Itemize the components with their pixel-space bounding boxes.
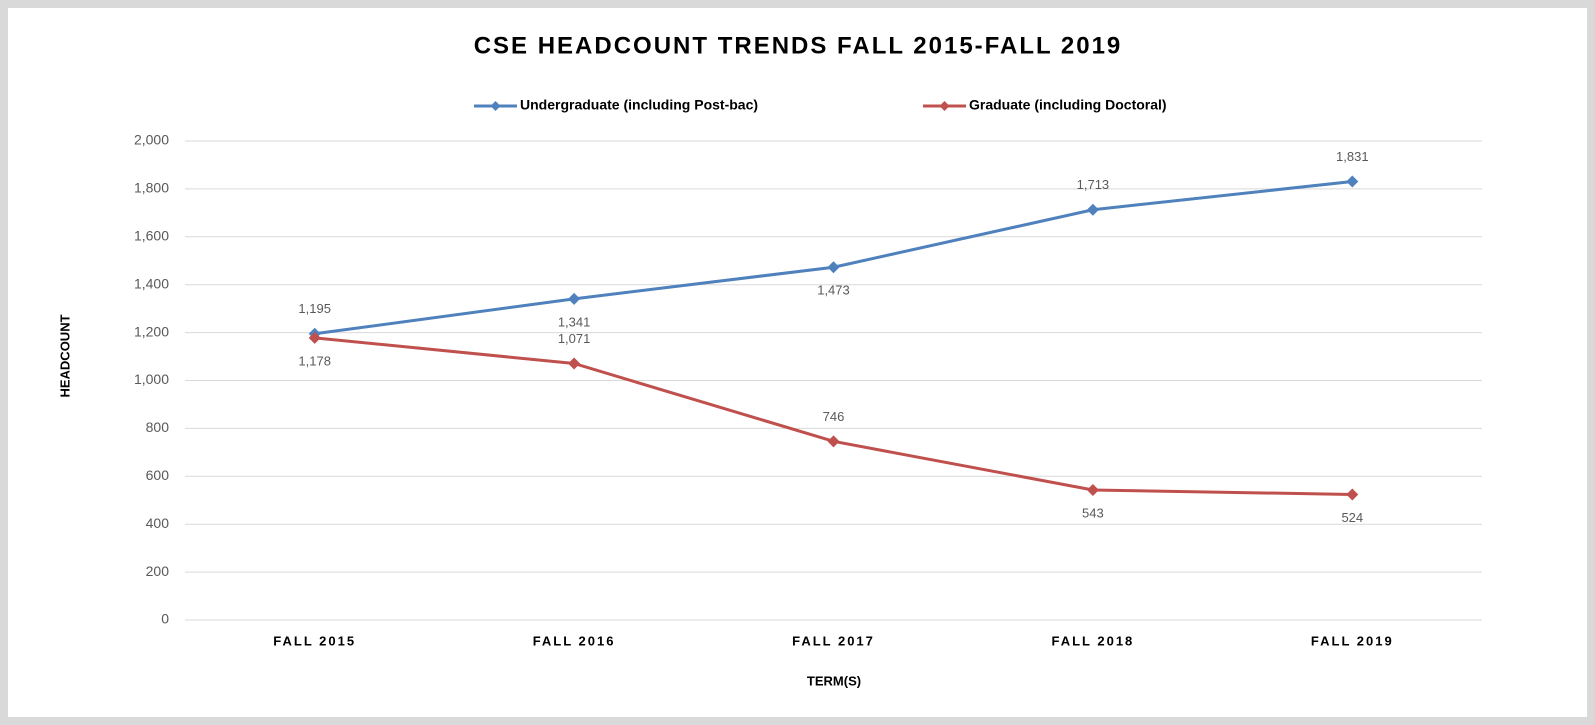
data-label: 1,713: [1077, 177, 1110, 192]
marker: [827, 435, 840, 448]
y-tick-label: 600: [146, 467, 170, 483]
y-tick-label: 400: [146, 515, 170, 531]
y-tick-label: 1,200: [134, 323, 169, 339]
marker: [1086, 203, 1099, 216]
marker: [308, 331, 321, 344]
legend-label: Undergraduate (including Post-bac): [520, 97, 758, 113]
y-tick-label: 2,000: [134, 132, 169, 148]
marker: [827, 261, 840, 274]
data-label: 1,341: [558, 314, 591, 329]
legend-marker: [939, 101, 950, 111]
x-tick-label: FALL 2018: [1052, 633, 1135, 648]
chart-area: [8, 8, 1587, 717]
y-tick-label: 1,800: [134, 180, 169, 196]
data-label: 1,178: [298, 353, 331, 368]
data-label: 1,473: [817, 283, 850, 298]
data-label: 746: [823, 409, 845, 424]
data-label: 1,831: [1336, 149, 1369, 164]
chart-title: CSE HEADCOUNT TRENDS FALL 2015-FALL 2019: [474, 32, 1123, 59]
marker: [568, 292, 581, 305]
data-label: 1,195: [298, 301, 331, 316]
y-axis-label: HEADCOUNT: [57, 314, 72, 397]
y-tick-label: 1,400: [134, 275, 169, 291]
marker: [1086, 483, 1099, 496]
legend-label: Graduate (including Doctoral): [969, 97, 1167, 113]
y-tick-label: 800: [146, 419, 170, 435]
y-tick-label: 200: [146, 563, 170, 579]
y-tick-label: 1,000: [134, 371, 169, 387]
x-tick-label: FALL 2017: [792, 633, 875, 648]
data-label: 524: [1341, 510, 1363, 525]
marker: [1346, 175, 1359, 188]
marker: [1346, 488, 1359, 501]
data-label: 1,071: [558, 331, 591, 346]
x-axis-label: TERM(S): [807, 673, 861, 688]
x-tick-label: FALL 2016: [533, 633, 616, 648]
y-tick-label: 1,600: [134, 228, 169, 244]
x-tick-label: FALL 2019: [1311, 633, 1394, 648]
x-tick-label: FALL 2015: [273, 633, 356, 648]
data-label: 543: [1082, 505, 1104, 520]
y-tick-label: 0: [161, 611, 169, 627]
marker: [568, 357, 581, 370]
legend-marker: [490, 101, 501, 111]
